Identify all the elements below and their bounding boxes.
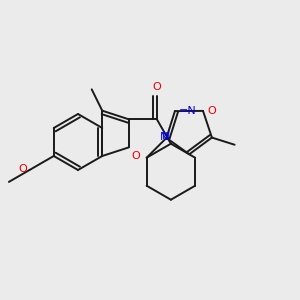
Text: =N: =N	[179, 106, 197, 116]
Text: N: N	[161, 131, 170, 141]
Text: O: O	[152, 82, 161, 92]
Text: N: N	[160, 132, 168, 142]
Text: O: O	[131, 151, 140, 161]
Text: O: O	[207, 106, 216, 116]
Text: O: O	[19, 164, 28, 174]
